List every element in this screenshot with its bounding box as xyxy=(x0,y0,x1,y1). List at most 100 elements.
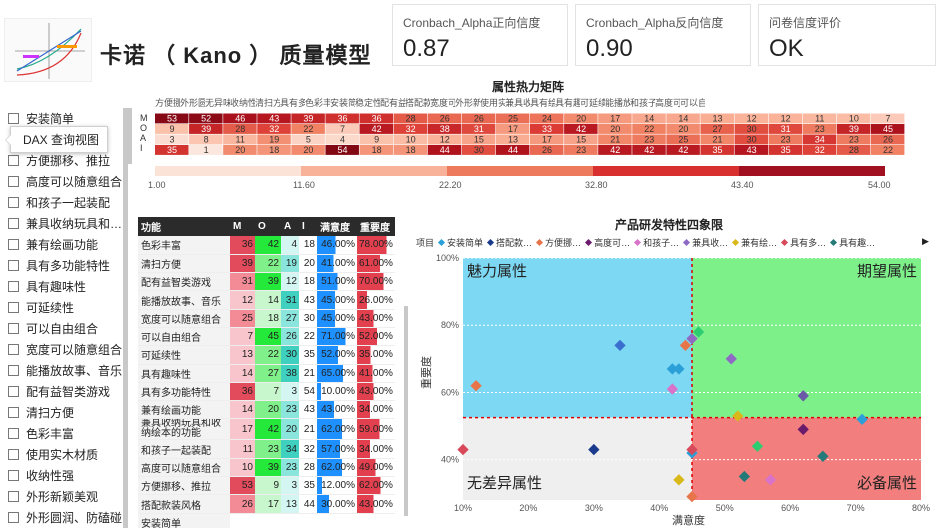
checkbox[interactable] xyxy=(8,386,19,397)
checkbox[interactable] xyxy=(8,197,19,208)
legend-item[interactable]: 方便挪… xyxy=(536,236,581,249)
x-tick-label: 10% xyxy=(454,503,472,513)
table-row[interactable]: 宽度可以随意组合 25 18 27 30 45.00% 43.00% xyxy=(138,309,395,328)
legend-item[interactable]: 具有多… xyxy=(781,236,826,249)
table-row[interactable]: 高度可以随意组合 10 39 23 28 62.00% 49.00% xyxy=(138,458,395,478)
table-row[interactable]: 清扫方便 39 22 19 20 41.00% 61.00% xyxy=(138,254,395,274)
data-point[interactable] xyxy=(797,423,809,436)
table-header-cell[interactable]: 重要度 xyxy=(357,217,395,236)
table-row[interactable]: 兼有绘画功能 14 20 23 43 43.00% 34.00% xyxy=(138,400,395,420)
checkbox[interactable] xyxy=(8,176,19,187)
data-point[interactable] xyxy=(856,413,868,425)
data-point[interactable] xyxy=(666,363,679,375)
slicer-item[interactable]: 兼有绘画功能 xyxy=(8,234,126,255)
table-header-cell[interactable]: A xyxy=(281,217,299,236)
checkbox[interactable] xyxy=(8,302,19,313)
slicer-item[interactable]: 清扫方便 xyxy=(8,402,126,423)
satisfaction-cell: 45.00% xyxy=(317,309,357,328)
slicer-item[interactable]: 高度可以随意组合 xyxy=(8,171,126,192)
a-cell: 23 xyxy=(281,458,299,478)
slicer-item[interactable]: 可延续性 xyxy=(8,297,126,318)
slicer-item[interactable]: 宽度可以随意组合 xyxy=(8,339,126,360)
slicer-item[interactable]: 可以自由组合 xyxy=(8,318,126,339)
table-row[interactable]: 具有趣味性 14 27 38 21 65.00% 41.00% xyxy=(138,364,395,383)
checkbox[interactable] xyxy=(8,449,19,460)
heatmap-cell-value: 12 xyxy=(747,113,757,123)
data-point[interactable] xyxy=(666,383,679,395)
heatmap-cell xyxy=(359,124,394,134)
slicer-item[interactable]: 收纳性强 xyxy=(8,465,126,486)
table-header-cell[interactable]: O xyxy=(255,217,281,236)
checkbox[interactable] xyxy=(8,365,19,376)
slicer-item[interactable]: 安装简单 xyxy=(8,108,126,129)
feature-slicer[interactable]: 安装简单方便挪移、推拉 高度可以随意组合 和孩子一起装配兼具收纳玩具和… 兼有绘画功能… xyxy=(8,108,126,528)
table-row[interactable]: 和孩子一起装配 11 23 34 32 57.00% 34.00% xyxy=(138,439,395,459)
slicer-item[interactable]: 具有趣味性 xyxy=(8,276,126,297)
slicer-item[interactable]: 方便挪移、推拉 xyxy=(8,150,126,171)
table-row[interactable]: 方便挪移、推拉 53 9 3 35 12.00% 62.00% xyxy=(138,476,395,496)
slicer-item[interactable]: 具有多功能特性 xyxy=(8,255,126,276)
heatmap-cell xyxy=(291,134,325,145)
slicer-item[interactable]: 兼具收纳玩具和… xyxy=(8,213,126,234)
data-point[interactable] xyxy=(686,490,698,503)
table-header-cell[interactable]: 功能 xyxy=(138,217,230,236)
table-header-cell[interactable]: 满意度 xyxy=(317,217,357,236)
heatmap-scrollbar[interactable] xyxy=(128,108,132,164)
legend-item[interactable]: 和孩子… xyxy=(634,236,679,249)
data-point[interactable] xyxy=(817,450,829,462)
data-point[interactable] xyxy=(588,443,600,456)
y-axis-label: 重要度 xyxy=(420,356,433,389)
legend-item[interactable]: 搭配款… xyxy=(486,236,532,249)
table-row[interactable]: 色彩丰富 36 42 4 18 46.00% 78.00% xyxy=(138,236,395,255)
slicer-item[interactable]: 外形新颖美观 xyxy=(8,486,126,507)
legend-item[interactable]: 兼有绘… xyxy=(732,236,777,249)
checkbox[interactable] xyxy=(8,407,19,418)
slicer-scrollbar[interactable] xyxy=(123,108,128,528)
legend-item[interactable]: 具有趣… xyxy=(830,236,875,249)
checkbox[interactable] xyxy=(8,113,19,124)
data-point[interactable] xyxy=(751,440,764,452)
data-point[interactable] xyxy=(457,443,469,456)
table-row[interactable]: 兼具收纳玩具和收纳绘本的功能 17 42 20 21 62.00% 59.00% xyxy=(138,418,395,441)
importance-cell: 49.00% xyxy=(357,458,395,478)
slicer-item[interactable]: 外形圆润、防磕碰 xyxy=(8,507,126,528)
data-point[interactable] xyxy=(732,410,744,422)
table-row[interactable]: 能播放故事、音乐 12 14 31 43 45.00% 26.00% xyxy=(138,290,395,310)
slicer-item[interactable]: 使用实木材质 xyxy=(8,444,126,465)
legend-next-icon[interactable]: ▶ xyxy=(922,236,929,246)
checkbox[interactable] xyxy=(8,512,19,523)
table-row[interactable]: 安装简单 xyxy=(138,513,395,528)
table-scrollbar[interactable] xyxy=(404,306,408,516)
legend-item[interactable]: 高度可… xyxy=(585,236,630,249)
checkbox[interactable] xyxy=(8,218,19,229)
data-point[interactable] xyxy=(797,390,809,402)
table-row[interactable]: 具有多功能特性 36 7 3 54 10.00% 43.00% xyxy=(138,382,395,402)
slicer-item[interactable]: 能播放故事、音乐 xyxy=(8,360,126,381)
checkbox[interactable] xyxy=(8,155,19,166)
checkbox[interactable] xyxy=(8,428,19,439)
slicer-item[interactable]: 配有益智类游戏 xyxy=(8,381,126,402)
table-row[interactable]: 搭配款装风格 26 17 13 44 30.00% 43.00% xyxy=(138,494,395,514)
checkbox[interactable] xyxy=(8,239,19,250)
data-point[interactable] xyxy=(686,443,698,456)
data-point[interactable] xyxy=(738,470,750,483)
table-header-cell[interactable]: I xyxy=(299,217,317,236)
checkbox[interactable] xyxy=(8,323,19,334)
slicer-item[interactable]: 和孩子一起装配 xyxy=(8,192,126,213)
legend-item[interactable]: 安装简单 xyxy=(437,236,483,249)
table-row[interactable]: 配有益智类游戏 31 39 12 18 51.00% 70.00% xyxy=(138,272,395,292)
heatmap-cell-value: 19 xyxy=(269,134,279,144)
table-header-cell[interactable]: M xyxy=(230,217,255,236)
slicer-item-label: 兼具收纳玩具和… xyxy=(26,217,123,231)
table-row[interactable]: 可以自由组合 7 45 26 22 71.00% 52.00% xyxy=(138,327,395,347)
legend-item[interactable]: 兼具收… xyxy=(683,236,728,249)
table-row[interactable]: 可延续性 13 22 30 35 52.00% 35.00% xyxy=(138,345,395,365)
checkbox[interactable] xyxy=(8,470,19,481)
checkbox[interactable] xyxy=(8,281,19,292)
data-point[interactable] xyxy=(692,326,705,338)
checkbox[interactable] xyxy=(8,491,19,502)
slicer-item[interactable]: 色彩丰富 xyxy=(8,423,126,444)
checkbox[interactable] xyxy=(8,260,19,271)
checkbox[interactable] xyxy=(8,344,19,355)
data-point[interactable] xyxy=(764,474,777,486)
